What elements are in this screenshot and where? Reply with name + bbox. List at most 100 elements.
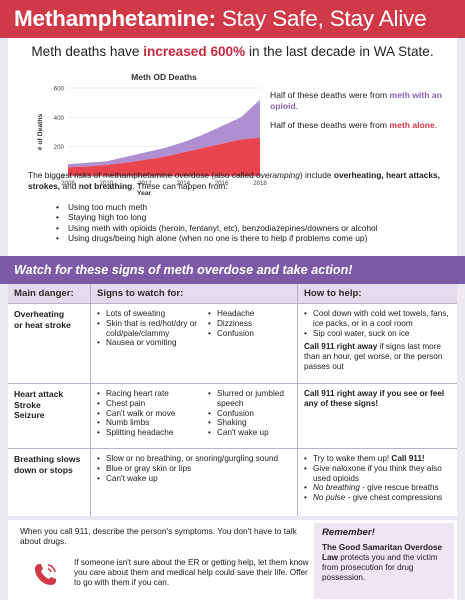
remember-body: The Good Samaritan Overdose Law protects… [322,543,448,583]
list-item: Nausea or vomiting [97,338,207,348]
note-opioid-pre: Half of these deaths were from [270,90,390,100]
list-item: Give naloxone if you think they also use… [304,464,454,484]
remember-box: Remember! The Good Samaritan Overdose La… [314,523,454,599]
title-sub: Stay Safe, Stay Alive [221,6,427,31]
x-axis-label: Year [137,190,152,197]
signs-list: Slow or no breathing, or snoring/gurglin… [97,454,293,483]
risk-text-1: The biggest risks of methamphetamine ove… [28,170,257,180]
help1-pre: Try to wake them up! [313,454,392,463]
x-tick-label: 2012 [138,180,152,187]
list-item: Using too much meth [56,202,456,213]
table-row-danger: Overheating or heat stroke [14,309,88,330]
risk-text-4: overheating, heart attacks, strokes, [28,170,440,191]
list-item: Dizziness [208,319,294,329]
y-axis-label: # of Deaths [37,113,44,150]
list-item: Using meth with opioids (heroin, fentany… [56,223,456,234]
list-item: Try to wake them up! Call 911! [304,454,454,464]
list-item: Cool down with cold wet towels, fans, ic… [304,309,452,329]
help3-rest: - give rescue breaths [359,483,439,493]
list-item: Using drugs/being high alone (when no on… [56,233,456,244]
y-tick-label: 600 [54,86,65,93]
er-note: If someone isn't sure about the ER or ge… [74,558,309,587]
table-header: Main danger: Signs to watch for: How to … [8,284,457,303]
remember-rest: protects you and the victim from prosecu… [322,553,438,582]
title-bar: Methamphetamine: Stay Safe, Stay Alive [0,0,465,38]
danger-line: Seizure [14,410,45,421]
list-item: Staying high too long [56,212,456,223]
note-opioid-highlight: meth with an opioid [270,90,442,111]
y-tick-label: 200 [54,144,65,151]
x-tick-label: 2008 [61,180,75,187]
chart-note-opioid: Half of these deaths were from meth with… [270,90,450,111]
table-row-danger: Heart attack Stroke Seizure [14,389,88,421]
title-main: Methamphetamine: [14,6,216,31]
list-item: Can't wake up [208,428,294,438]
help1-bold: Call 911! [391,454,425,463]
help3-italic: No breathing [313,483,360,493]
signs-list: Slurred or jumbled speech Confusion Shak… [208,389,294,438]
list-item: Can't walk or move [97,409,207,419]
remember-bold: The Good Samaritan Overdose Law [322,543,443,562]
help-bold: Call 911 right away [304,342,378,351]
list-item: Racing heart rate [97,389,207,399]
action-banner: Watch for these signs of meth overdose a… [0,256,465,284]
header-danger: Main danger: [14,288,74,299]
danger-line: Breathing slows [14,454,81,464]
intro-card: Meth deaths have increased 600% in the l… [8,38,457,256]
list-item: No pulse - give chest compressions [304,493,454,503]
call-911-note: When you call 911, describe the person's… [20,526,297,547]
area-series-alone [68,137,260,176]
header-signs: Signs to watch for: [97,288,184,299]
list-item: Sip cool water, suck on ice [304,329,452,339]
footer: When you call 911, describe the person's… [8,520,457,600]
list-item: Confusion [208,409,294,419]
list-item: Skin that is red/hot/dry or cold/pale/cl… [97,319,207,339]
area-series-opioid [68,99,260,168]
banner-text: Watch for these signs of meth overdose a… [14,263,353,277]
danger-line: or heat stroke [14,319,71,330]
note-alone-pre: Half of these deaths were from [270,120,390,130]
list-item: Slurred or jumbled speech [208,389,294,409]
x-tick-label: 2014 [176,180,190,187]
y-tick-label: 0 [61,174,65,181]
list-item: Numb limbs [97,418,207,428]
risk-text-2: overamping [256,170,300,180]
danger-line: Overheating [14,309,65,319]
row-divider [8,383,457,384]
risk-text-5: and [60,180,79,191]
danger-line: Stroke [14,399,41,410]
list-item: Shaking [208,418,294,428]
help4-italic: No pulse [313,493,346,503]
list-item: Headache [208,309,294,319]
x-tick-label: 2016 [215,180,229,187]
remember-title: Remember! [322,527,375,538]
list-item: Lots of sweating [97,309,207,319]
help-list: Try to wake them up! Call 911! Give nalo… [304,454,454,503]
note-opioid-post: . [295,100,299,111]
chart-note-alone: Half of these deaths were from meth alon… [270,120,450,131]
x-tick-label: 2010 [100,180,114,187]
note-alone-post: . [434,120,438,130]
signs-list: Lots of sweating Skin that is red/hot/dr… [97,309,207,348]
list-item: Confusion [208,329,294,339]
headline-highlight: increased 600% [143,44,246,59]
help-list: Cool down with cold wet towels, fans, ic… [304,309,452,338]
list-item: Slow or no breathing, or snoring/gurglin… [97,454,293,464]
signs-table: Main danger: Signs to watch for: How to … [8,284,457,516]
risk-list: Using too much meth Staying high too lon… [56,202,456,243]
x-tick-label: 2018 [253,180,267,187]
risk-paragraph: The biggest risks of methamphetamine ove… [28,170,456,191]
list-item: Chest pain [97,399,207,409]
list-item: Splitting headache [97,428,207,438]
headline-pre: Meth deaths have [31,44,144,59]
danger-line: down or stops [14,464,73,475]
help-text: Call 911 right away if you see or feel a… [304,389,445,408]
signs-list: Racing heart rate Chest pain Can't walk … [97,389,207,438]
danger-line: Heart attack [14,389,64,399]
column-divider [297,284,298,516]
header-help: How to help: [304,288,362,299]
help4-rest: - give chest compressions [345,493,443,503]
list-item: Blue or gray skin or lips [97,464,293,474]
help-text: Call 911 right away if signs last more t… [304,342,452,371]
